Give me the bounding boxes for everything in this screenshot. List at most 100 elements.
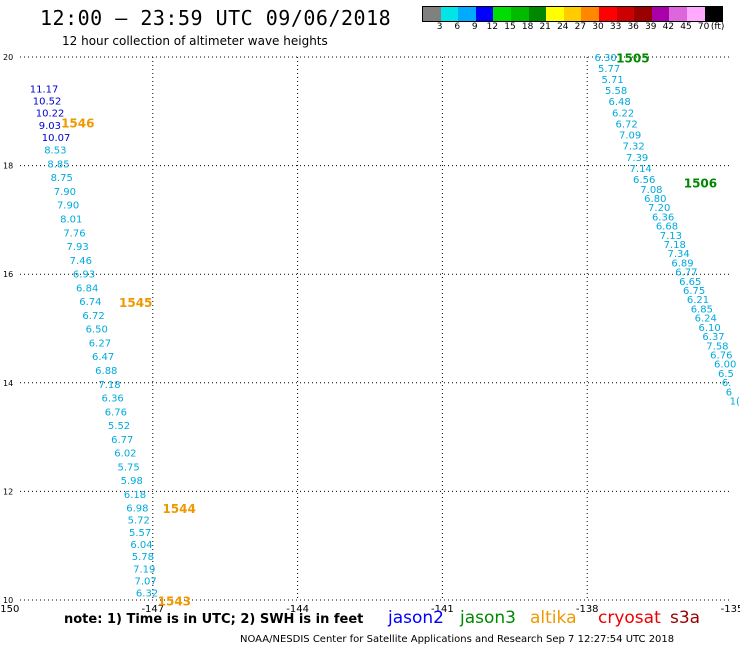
wave-height-value: 6.93	[73, 270, 95, 281]
wave-height-value: 6.72	[82, 311, 104, 322]
wave-height-value: 6.32	[136, 589, 158, 600]
color-scale-label: 45	[680, 22, 692, 32]
color-swatch	[475, 7, 494, 21]
wave-height-value: 6.27	[89, 338, 111, 349]
wave-height-value: 7.58	[706, 341, 728, 352]
wave-height-value: 10.07	[42, 133, 71, 144]
satellite-legend-jason2: jason2	[388, 608, 444, 628]
wave-height-value: 6.98	[126, 503, 148, 514]
lat-tick-label: 14	[3, 379, 13, 388]
wave-height-value: 6.18	[124, 490, 146, 501]
wave-height-value: 6.36	[652, 212, 674, 223]
wave-height-value: 6.76	[710, 350, 732, 361]
wave-height-value: 6.50	[86, 325, 108, 336]
wave-height-value: 6.5	[718, 369, 734, 380]
wave-height-value: 6.84	[76, 283, 98, 294]
wave-height-value: 6.75	[683, 286, 705, 297]
pass-label: 1506	[684, 176, 717, 190]
wave-height-value: 7.46	[70, 256, 92, 267]
wave-height-value: 6.02	[114, 449, 136, 460]
wave-height-value: 6.68	[656, 222, 678, 233]
wave-height-value: 7.18	[98, 380, 120, 391]
wave-height-value: 5.71	[601, 75, 623, 86]
color-swatch	[598, 7, 617, 21]
color-scale-label: 30	[592, 22, 604, 32]
wave-height-value: 7.20	[648, 203, 670, 214]
color-swatch	[528, 7, 547, 21]
color-scale-label: 9	[471, 22, 478, 32]
color-scale-label: 21	[539, 22, 551, 32]
color-scale-label: (ft)	[710, 22, 725, 32]
wave-height-value: 5.52	[108, 421, 130, 432]
lon-tick-label: -150	[0, 604, 19, 615]
note-text: note: 1) Time is in UTC; 2) SWH is in fe…	[64, 612, 364, 627]
lat-tick-label: 18	[3, 162, 13, 171]
wave-height-value: 1(	[730, 397, 740, 408]
lat-tick-label: 20	[3, 53, 13, 62]
color-scale-label: 42	[662, 22, 675, 32]
wave-height-value: 7.09	[619, 131, 641, 142]
pass-label: 1543	[158, 594, 191, 608]
wave-height-value: 6.00	[714, 360, 736, 371]
wave-height-value: 6.24	[695, 314, 717, 325]
color-scale-label: 12	[486, 22, 499, 32]
satellite-legend-s3a: s3a	[670, 608, 701, 628]
wave-height-value: 6.48	[608, 97, 630, 108]
color-scale-label: 33	[609, 22, 622, 32]
wave-height-value: 6.56	[633, 175, 655, 186]
color-swatch	[704, 7, 723, 21]
page-subtitle: 12 hour collection of altimeter wave hei…	[62, 34, 328, 48]
wave-height-value: 6.89	[671, 258, 693, 269]
color-swatch	[546, 7, 564, 21]
color-swatch	[669, 7, 687, 21]
wave-height-value: 6.80	[644, 194, 666, 205]
wave-height-value: 7.34	[667, 249, 689, 260]
color-scale-label: 6	[454, 22, 461, 32]
pass-label: 1546	[61, 117, 94, 131]
wave-height-value: 5.58	[605, 86, 627, 97]
wave-height-value: 7.13	[660, 231, 682, 242]
wave-height-value: 6.88	[95, 366, 117, 377]
wave-height-value: 6.85	[691, 304, 713, 315]
color-swatch	[651, 7, 670, 21]
wave-height-value: 8.53	[44, 146, 66, 157]
wave-height-value: 6.76	[105, 407, 127, 418]
satellite-legend-jason3: jason3	[460, 608, 516, 628]
color-swatch	[581, 7, 599, 21]
color-scale-label: 15	[504, 22, 516, 32]
color-swatch	[686, 7, 705, 21]
color-scale-label: 3	[436, 22, 443, 32]
wave-height-value: 6.04	[130, 540, 152, 551]
wave-height-value: 7.76	[63, 228, 85, 239]
satellite-legend-cryosat: cryosat	[598, 608, 661, 628]
color-scale-label: 24	[557, 22, 569, 32]
wave-height-value: 7.14	[630, 164, 652, 175]
color-scale-label: 70	[697, 22, 710, 32]
wave-height-value: 10.22	[36, 109, 65, 120]
color-swatch	[493, 7, 511, 21]
wave-height-value: 8.75	[51, 173, 73, 184]
color-swatch	[634, 7, 652, 21]
wave-height-value: 7.32	[623, 142, 645, 153]
lon-tick-label: -138	[576, 604, 599, 615]
wave-height-value: 6.22	[612, 108, 634, 119]
lat-tick-label: 10	[3, 596, 13, 605]
color-scale-labels: 3 6 9 12 15 18 21 24 27 30 33 36 39 42 45 70 (ft)	[422, 22, 740, 34]
color-scale-label: 18	[521, 22, 534, 32]
lon-tick-label: -144	[286, 604, 309, 615]
wave-height-value: 6.10	[699, 323, 721, 334]
color-scale-bar	[422, 6, 724, 22]
pass-label: 1545	[119, 296, 152, 310]
color-scale-label: 36	[627, 22, 639, 32]
color-swatch	[458, 7, 476, 21]
footer-credit: NOAA/NESDIS Center for Satellite Applica…	[240, 634, 675, 645]
wave-height-value: 8.01	[60, 215, 82, 226]
wave-height-value: 6.	[722, 378, 732, 389]
wave-height-value: 6.77	[675, 268, 697, 279]
wave-height-value: 7.39	[626, 153, 648, 164]
wave-height-value: 6.72	[616, 119, 638, 130]
wave-height-value: 6.77	[111, 435, 133, 446]
pass-label: 1505	[616, 51, 649, 65]
wave-height-value: 6	[726, 387, 732, 398]
wave-height-value: 5.78	[132, 552, 154, 563]
